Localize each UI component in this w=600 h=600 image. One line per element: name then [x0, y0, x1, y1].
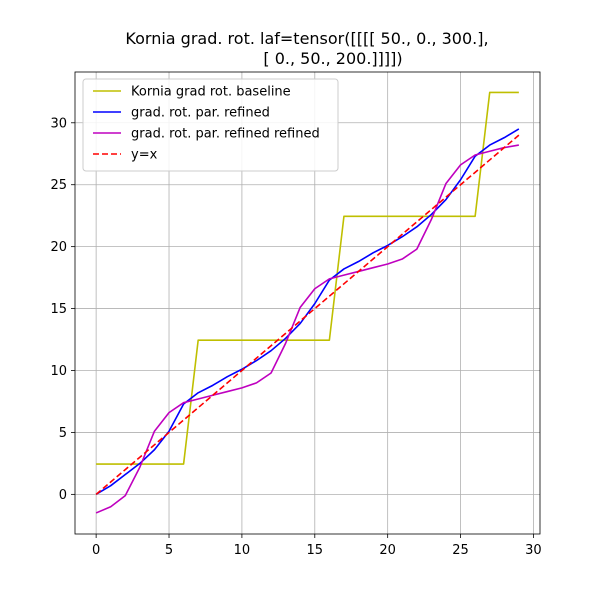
legend-label: grad. rot. par. refined [131, 106, 270, 121]
x-tick-label: 30 [525, 543, 542, 558]
chart-title-line-2: [ 0., 50., 200.]]]]) [263, 49, 402, 68]
y-tick-label: 20 [50, 240, 67, 255]
legend-label: Kornia grad rot. baseline [131, 85, 291, 100]
y-tick-label: 15 [50, 302, 67, 317]
x-tick-label: 10 [234, 543, 251, 558]
y-tick-label: 5 [59, 426, 67, 441]
x-tick-label: 20 [379, 543, 396, 558]
chart-title: Kornia grad. rot. laf=tensor([[[[ 50., 0… [125, 29, 488, 68]
series-line-3 [95, 144, 519, 514]
chart-title-line-1: Kornia grad. rot. laf=tensor([[[[ 50., 0… [125, 29, 488, 48]
y-tick-label: 25 [50, 178, 67, 193]
x-tick-label: 25 [452, 543, 469, 558]
axis-ticks: 0 5 10 15 20 25 30 0 5 10 15 20 25 30 [50, 116, 541, 558]
legend: Kornia grad rot. baseline grad. rot. par.… [82, 78, 339, 172]
y-tick-label: 0 [59, 488, 67, 503]
series-lines [95, 91, 520, 514]
series-line-1 [96, 91, 519, 465]
axes-frame [74, 71, 541, 535]
legend-label: grad. rot. par. refined refined [131, 127, 320, 142]
x-tick-label: 15 [307, 543, 324, 558]
y-tick-label: 10 [50, 364, 67, 379]
x-tick-label: 0 [92, 543, 100, 558]
legend-label: y=x [131, 148, 158, 163]
x-tick-label: 5 [165, 543, 173, 558]
y-tick-label: 30 [50, 116, 67, 131]
series-line-4 [95, 134, 520, 495]
legend-box [82, 78, 339, 172]
